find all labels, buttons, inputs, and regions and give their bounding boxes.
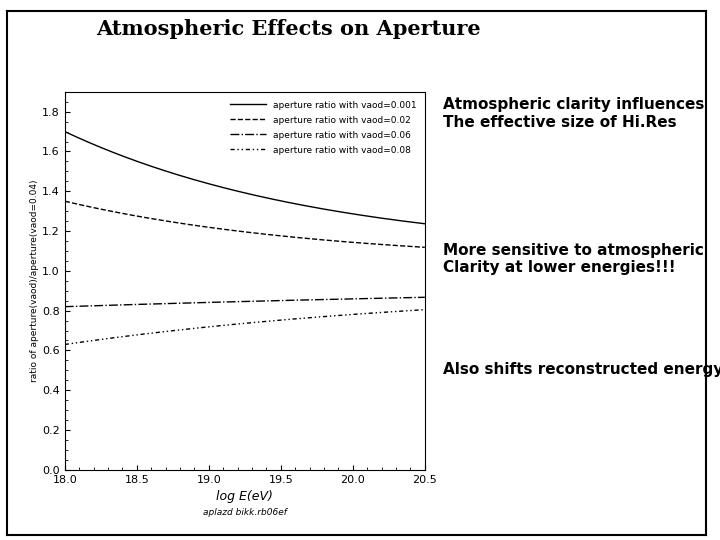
Text: Also shifts reconstructed energy: Also shifts reconstructed energy [443, 362, 720, 377]
aperture ratio with vaod=0.001 [60, 129, 69, 135]
aperture ratio with vaod=0.08 [233, 321, 242, 327]
Legend: aperture ratio with vaod=0.001, aperture ratio with vaod=0.02, aperture ratio wi: aperture ratio with vaod=0.001, aperture… [226, 96, 420, 158]
aperture ratio with vaod=0.06 [275, 298, 284, 304]
Line: aperture ratio with vaod=0.06: aperture ratio with vaod=0.06 [65, 298, 425, 307]
aperture ratio with vaod=0.02 [420, 244, 429, 251]
aperture ratio with vaod=0.02 [412, 244, 420, 250]
Text: aplazd bikk.rb06ef: aplazd bikk.rb06ef [203, 508, 287, 517]
aperture ratio with vaod=0.08 [231, 321, 240, 327]
aperture ratio with vaod=0.02 [233, 228, 242, 234]
aperture ratio with vaod=0.06 [231, 299, 240, 305]
aperture ratio with vaod=0.001 [233, 188, 242, 194]
Text: Atmospheric Effects on Aperture: Atmospheric Effects on Aperture [96, 19, 480, 39]
aperture ratio with vaod=0.001 [256, 193, 264, 200]
aperture ratio with vaod=0.02 [275, 232, 284, 239]
aperture ratio with vaod=0.001 [356, 212, 364, 218]
Line: aperture ratio with vaod=0.08: aperture ratio with vaod=0.08 [65, 309, 425, 345]
Text: More sensitive to atmospheric
Clarity at lower energies!!!: More sensitive to atmospheric Clarity at… [443, 243, 703, 275]
aperture ratio with vaod=0.08 [256, 319, 264, 325]
aperture ratio with vaod=0.001 [231, 187, 240, 194]
Line: aperture ratio with vaod=0.02: aperture ratio with vaod=0.02 [65, 201, 425, 247]
aperture ratio with vaod=0.08 [60, 341, 69, 348]
aperture ratio with vaod=0.08 [412, 307, 420, 313]
aperture ratio with vaod=0.06 [233, 299, 242, 305]
aperture ratio with vaod=0.06 [412, 294, 420, 301]
aperture ratio with vaod=0.02 [356, 240, 364, 246]
aperture ratio with vaod=0.06 [420, 294, 429, 301]
aperture ratio with vaod=0.08 [356, 310, 364, 317]
aperture ratio with vaod=0.08 [420, 306, 429, 313]
Line: aperture ratio with vaod=0.001: aperture ratio with vaod=0.001 [65, 132, 425, 224]
aperture ratio with vaod=0.02 [60, 198, 69, 205]
aperture ratio with vaod=0.001 [420, 220, 429, 227]
Text: Atmospheric clarity influences
The effective size of Hi.Res: Atmospheric clarity influences The effec… [443, 97, 704, 130]
aperture ratio with vaod=0.001 [275, 197, 284, 204]
aperture ratio with vaod=0.02 [256, 231, 264, 237]
X-axis label: log E(eV): log E(eV) [217, 490, 273, 503]
aperture ratio with vaod=0.001 [412, 219, 420, 226]
aperture ratio with vaod=0.08 [275, 317, 284, 323]
Y-axis label: ratio of aperture(vaod)/aperture(vaod=0.04): ratio of aperture(vaod)/aperture(vaod=0.… [30, 179, 40, 382]
aperture ratio with vaod=0.06 [60, 303, 69, 310]
aperture ratio with vaod=0.06 [356, 295, 364, 302]
aperture ratio with vaod=0.06 [256, 298, 264, 305]
aperture ratio with vaod=0.02 [231, 227, 240, 234]
